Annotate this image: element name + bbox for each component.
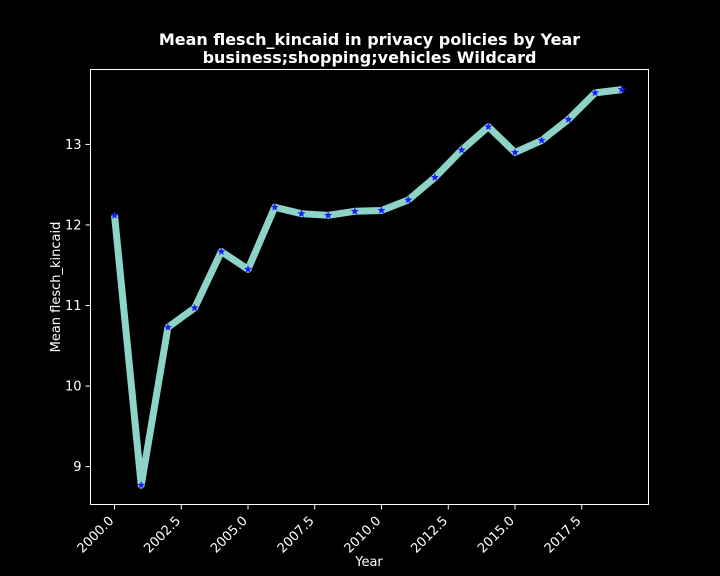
data-point-marker <box>484 122 493 131</box>
y-tick-label: 11 <box>65 299 82 314</box>
data-point-marker <box>377 206 386 214</box>
data-point-marker <box>110 211 119 219</box>
series-line <box>111 86 623 489</box>
data-point-marker <box>137 480 146 489</box>
x-axis-label: Year <box>354 555 383 570</box>
data-point-marker <box>564 115 573 123</box>
data-point-marker <box>457 145 466 154</box>
y-axis: 9 10 11 12 13 <box>65 138 91 475</box>
data-point-marker <box>350 207 359 215</box>
plot-area-frame <box>90 69 649 505</box>
series-markers-group <box>110 85 626 489</box>
data-point-marker <box>217 247 226 255</box>
data-point-marker <box>270 203 279 211</box>
y-tick-label: 13 <box>65 138 82 153</box>
chart-title: Mean flesch_kincaid in privacy policies … <box>159 30 580 49</box>
data-point-marker <box>297 209 306 218</box>
data-point-marker <box>404 195 413 204</box>
data-point-marker <box>430 173 439 181</box>
y-tick-label: 10 <box>65 380 82 395</box>
data-point-marker <box>324 211 333 219</box>
data-point-marker <box>537 136 546 144</box>
data-point-marker <box>617 85 626 94</box>
y-tick-label: 9 <box>73 460 81 475</box>
y-axis-label: Mean flesch_kincaid <box>49 222 64 353</box>
series-line-group <box>111 86 623 489</box>
data-point-marker <box>591 88 600 97</box>
data-point-marker <box>511 148 519 156</box>
chart-subtitle: business;shopping;vehicles Wildcard <box>203 48 537 67</box>
y-tick-label: 12 <box>65 218 82 233</box>
data-point-marker <box>244 265 253 273</box>
data-point-marker <box>163 323 172 331</box>
data-point-marker <box>190 303 199 312</box>
